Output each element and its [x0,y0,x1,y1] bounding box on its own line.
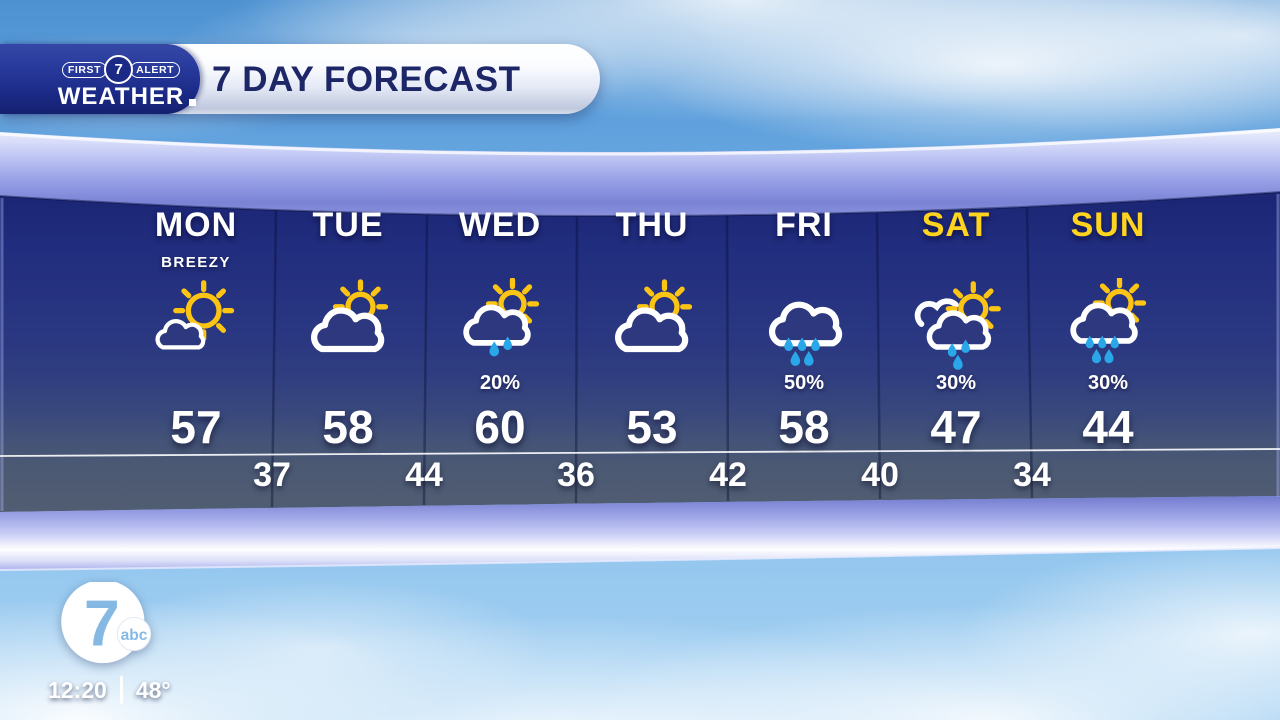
day-label: SAT [921,206,991,244]
forecast-day-column: FRI 50% 58 [728,118,880,468]
low-temperature: 34 [1013,456,1051,494]
time-temperature-bar: 12:20 48° [48,676,171,704]
day-label: TUE [312,206,384,244]
high-temperature: 58 [322,401,374,453]
forecast-day-column: SAT 30% 47 [880,118,1032,468]
high-temperature: 53 [626,401,678,453]
showers-sun-icon [1060,276,1156,374]
day-label: MON [154,206,238,244]
rain-icon [756,278,852,374]
mostly-cloudy-sun-icon [604,278,700,374]
abc-network-label: abc [121,627,148,644]
partly-sunny-icon [148,278,244,374]
first-alert-weather-logo: FIRST 7 ALERT WEATHER [50,55,196,109]
precip-chance: 20% [479,372,521,394]
high-temperature: 47 [930,401,982,453]
low-temperature: 42 [709,456,747,494]
station-weather-logo-plate: FIRST 7 ALERT WEATHER [0,44,200,114]
channel-number: 7 [84,587,120,659]
logo-weather-label: WEATHER [50,84,196,109]
channel-7-abc-logo: 7 abc [61,582,152,664]
high-temperature: 60 [474,401,526,453]
showers-sun-clouds-icon [908,278,1004,374]
logo-top-row: FIRST 7 ALERT [50,55,192,84]
low-temperature: 37 [253,456,291,494]
precip-chance: 50% [783,372,825,394]
mostly-cloudy-sun-icon [300,278,396,374]
forecast-day-column: TUE 58 [272,118,424,468]
forecast-day-column: THU 53 [576,118,728,468]
low-temperature: 40 [861,456,899,494]
high-temperature: 57 [170,401,222,453]
condition-label: BREEZY [161,254,231,271]
forecast-day-column: WED 20% 60 [424,118,576,468]
low-temperature: 44 [405,456,443,494]
high-temperature: 44 [1082,401,1134,453]
channel-7-icon: 7 [104,55,134,84]
page-title: 7 DAY FORECAST [212,60,521,99]
current-temperature: 48° [135,676,171,703]
day-label: THU [615,206,689,244]
logo-alert-label: ALERT [130,61,181,78]
precip-chance: 30% [935,372,977,394]
divider [119,676,123,704]
day-label: FRI [775,206,833,244]
current-time: 12:20 [48,676,107,703]
day-label: WED [458,206,542,244]
high-temperature: 58 [778,401,830,453]
logo-first-label: FIRST [61,61,108,78]
day-label: SUN [1070,206,1146,244]
showers-sun-icon [452,277,548,374]
forecast-day-column: MON BREEZY 57 [120,118,272,468]
forecast-day-column: SUN 30% 44 [1032,118,1184,468]
header-banner: 7 DAY FORECAST FIRST 7 ALERT WEATHER [0,44,600,114]
precip-chance: 30% [1087,372,1129,394]
low-temperature: 36 [557,456,595,494]
